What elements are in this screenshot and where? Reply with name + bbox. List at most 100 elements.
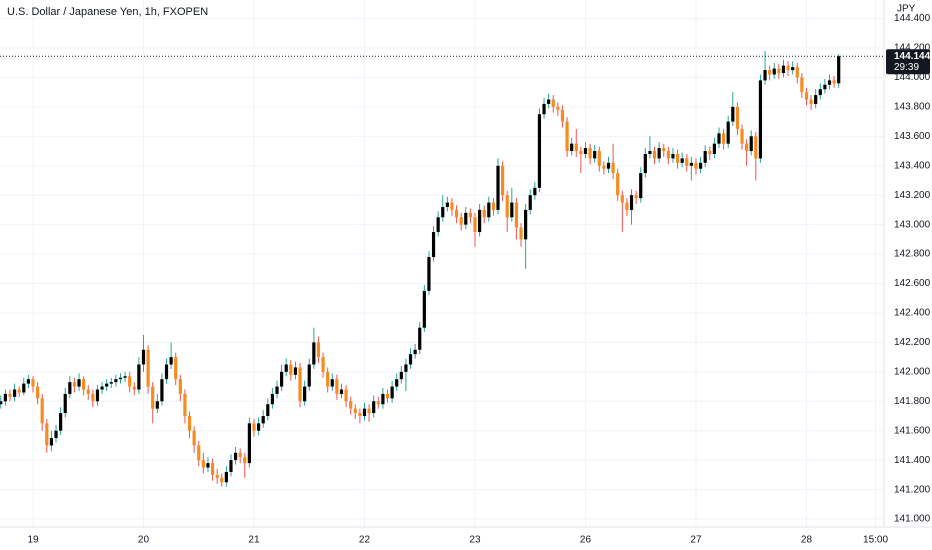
candle-body bbox=[22, 383, 26, 393]
candle-body bbox=[675, 153, 680, 163]
candle-body bbox=[579, 151, 583, 154]
candle-body bbox=[275, 386, 279, 394]
candle-body bbox=[77, 379, 81, 387]
candle-body bbox=[349, 401, 353, 409]
currency-label: JPY bbox=[897, 4, 916, 15]
candle-body bbox=[210, 463, 215, 475]
candle-body bbox=[256, 423, 261, 431]
candle-body bbox=[12, 389, 17, 397]
candle-body bbox=[777, 68, 781, 74]
candle-body bbox=[418, 327, 422, 350]
candle-body bbox=[570, 143, 574, 152]
candle-body bbox=[537, 114, 542, 188]
candle-body bbox=[606, 162, 611, 169]
candle-body bbox=[164, 364, 169, 380]
candle-body bbox=[712, 143, 716, 154]
candle-body bbox=[735, 106, 740, 129]
candle-body bbox=[436, 217, 440, 232]
y-tick-label: 142.200 bbox=[894, 337, 931, 348]
candle-body bbox=[316, 342, 321, 358]
candle-body bbox=[169, 357, 173, 365]
candle-body bbox=[450, 202, 454, 210]
candle-body bbox=[740, 128, 744, 144]
candle-body bbox=[639, 173, 643, 199]
x-tick-label: 19 bbox=[27, 535, 39, 546]
chart-title: U.S. Dollar / Japanese Yen, 1h, FXOPEN bbox=[7, 6, 208, 18]
candle-body bbox=[565, 121, 569, 152]
candle-body bbox=[422, 290, 426, 328]
candle-body bbox=[781, 65, 786, 74]
candle-body bbox=[284, 364, 288, 372]
candle-body bbox=[749, 136, 753, 152]
candle-body bbox=[454, 209, 459, 218]
candle-body bbox=[141, 349, 146, 365]
candle-body bbox=[726, 121, 730, 144]
candle-body bbox=[791, 67, 795, 71]
candle-body bbox=[487, 202, 491, 218]
candle-body bbox=[722, 133, 726, 144]
candle-body bbox=[128, 376, 132, 387]
candle-body bbox=[754, 136, 758, 159]
x-tick-label: 26 bbox=[580, 535, 592, 546]
candle-body bbox=[68, 382, 72, 394]
candle-body bbox=[183, 393, 187, 417]
candle-body bbox=[289, 364, 293, 375]
candle-body bbox=[137, 364, 141, 390]
candle-body bbox=[533, 187, 537, 196]
candle-body bbox=[547, 99, 551, 104]
candle-body bbox=[616, 173, 620, 196]
candle-body bbox=[473, 217, 477, 232]
y-tick-label: 142.400 bbox=[894, 308, 931, 319]
candle-body bbox=[330, 379, 334, 387]
x-tick-label: 23 bbox=[469, 535, 481, 546]
candle-body bbox=[629, 195, 634, 210]
candle-body bbox=[17, 389, 21, 393]
candle-body bbox=[482, 209, 486, 218]
candle-body bbox=[708, 151, 712, 154]
candle-body bbox=[252, 423, 256, 431]
candle-body bbox=[496, 165, 500, 210]
candle-body bbox=[344, 389, 348, 402]
candle-body bbox=[583, 148, 588, 154]
candle-body bbox=[823, 84, 827, 90]
candle-body bbox=[49, 438, 54, 446]
y-tick-label: 141.200 bbox=[894, 484, 931, 495]
candle-body bbox=[685, 158, 689, 166]
candle-body bbox=[151, 386, 155, 409]
candle-body bbox=[408, 354, 413, 365]
candle-body bbox=[243, 457, 247, 464]
candle-body bbox=[229, 460, 233, 472]
candle-body bbox=[100, 386, 104, 390]
candle-body bbox=[82, 379, 86, 390]
last-price-box bbox=[886, 49, 930, 75]
candle-body bbox=[694, 162, 698, 169]
y-tick-label: 143.600 bbox=[894, 131, 931, 142]
candle-body bbox=[372, 401, 376, 414]
candle-body bbox=[109, 382, 113, 384]
candle-body bbox=[312, 342, 316, 365]
x-tick-label: 22 bbox=[359, 535, 371, 546]
candle-body bbox=[524, 209, 528, 240]
y-tick-label: 144.400 bbox=[894, 13, 931, 24]
candle-body bbox=[367, 408, 371, 414]
candle-body bbox=[464, 212, 468, 225]
candle-body bbox=[768, 70, 772, 75]
candle-body bbox=[72, 382, 77, 387]
candle-body bbox=[731, 106, 735, 122]
candle-body bbox=[468, 212, 472, 218]
candle-body bbox=[270, 393, 275, 405]
candle-body bbox=[114, 379, 118, 383]
candle-body bbox=[358, 413, 362, 417]
candle-body bbox=[385, 393, 390, 399]
candle-body bbox=[118, 377, 123, 380]
candle-body bbox=[625, 202, 629, 210]
candle-body bbox=[772, 68, 776, 75]
candle-body bbox=[514, 202, 519, 228]
candle-body bbox=[238, 452, 242, 458]
y-tick-label: 142.800 bbox=[894, 249, 931, 260]
candle-body bbox=[36, 386, 40, 399]
axes: 141.000 141.200 141.400 141.600 141.800 142.0… bbox=[27, 13, 930, 545]
candle-body bbox=[620, 195, 624, 203]
candle-body bbox=[634, 195, 638, 199]
